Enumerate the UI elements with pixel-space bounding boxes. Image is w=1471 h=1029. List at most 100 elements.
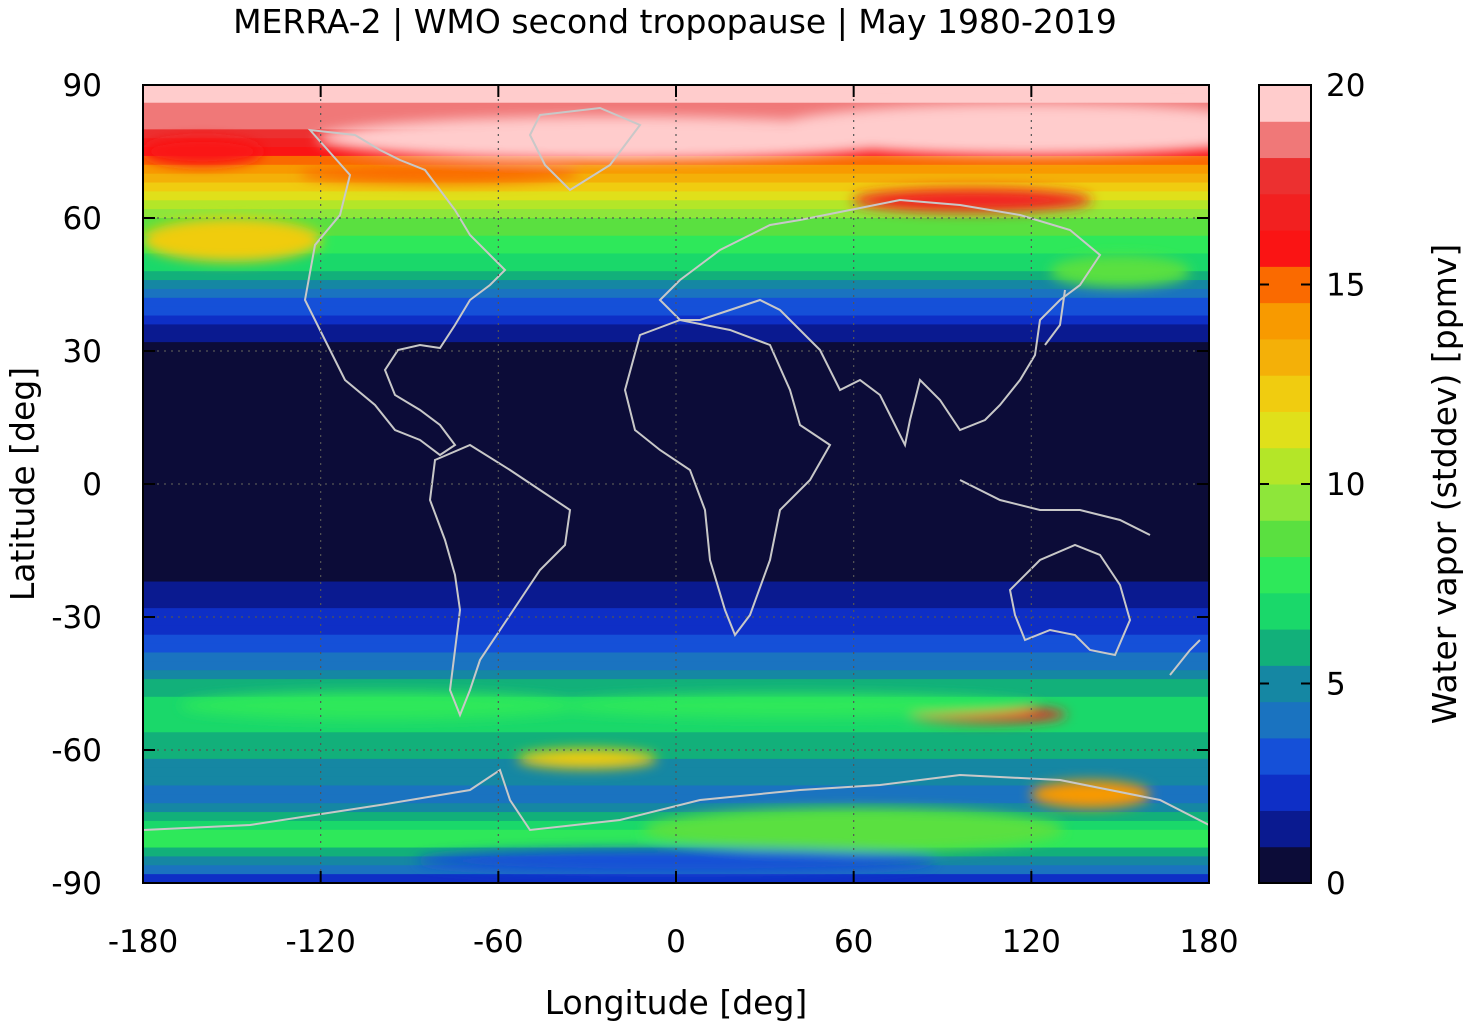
coastline-japan xyxy=(1044,289,1066,346)
zonal-band xyxy=(143,785,1209,795)
zonal-band xyxy=(143,155,1209,166)
zonal-band xyxy=(143,315,1209,325)
field-feature xyxy=(143,218,322,263)
field-feature xyxy=(316,116,917,161)
y-tick-label: 60 xyxy=(63,201,102,237)
coastline-south-america xyxy=(428,443,572,718)
zonal-band xyxy=(143,386,1209,396)
colorbar-swatch xyxy=(1259,121,1311,159)
field-feature xyxy=(517,748,658,769)
y-tick-label: 90 xyxy=(63,68,102,104)
colorbar-tick-label: 15 xyxy=(1326,268,1365,304)
colorbar-swatch xyxy=(1259,411,1311,449)
zonal-band xyxy=(143,457,1209,467)
zonal-band xyxy=(143,288,1209,299)
colorbar-swatch xyxy=(1259,520,1311,558)
x-tick-label: 60 xyxy=(834,924,873,960)
colorbar-swatch xyxy=(1259,701,1311,739)
coastline-new-zealand xyxy=(1169,639,1201,676)
zonal-band xyxy=(143,714,1209,724)
coastline-antarctica xyxy=(143,768,1209,832)
field-feature xyxy=(143,137,263,166)
zonal-band xyxy=(143,617,1209,627)
heatmap-field xyxy=(143,85,1209,883)
x-tick-label: -60 xyxy=(473,924,524,960)
zonal-band xyxy=(143,838,1209,849)
colorbar-swatch xyxy=(1259,85,1311,122)
colorbar-tick-label: 10 xyxy=(1326,467,1365,503)
zonal-band xyxy=(143,758,1209,769)
zonal-band xyxy=(143,546,1209,556)
zonal-band xyxy=(143,750,1209,760)
field-feature xyxy=(771,103,1209,156)
zonal-band xyxy=(143,554,1209,565)
coastline-australia xyxy=(1008,543,1132,657)
field-feature xyxy=(299,163,580,184)
zonal-band xyxy=(143,173,1209,184)
zonal-band xyxy=(143,421,1209,432)
colorbar-tick-label: 5 xyxy=(1326,667,1346,703)
x-tick-label: -180 xyxy=(108,924,178,960)
x-tick-label: 0 xyxy=(666,924,686,960)
coastline-greenland xyxy=(528,106,642,192)
colorbar-swatch xyxy=(1259,592,1311,630)
colorbar-swatch xyxy=(1259,157,1311,195)
colorbar-label: Water vapor (stddev) [ppmv] xyxy=(1425,244,1464,724)
field-feature xyxy=(643,807,1064,852)
zonal-band xyxy=(143,475,1209,485)
y-tick-label: -60 xyxy=(51,733,102,769)
zonal-band xyxy=(143,439,1209,450)
coastline-eurasia xyxy=(658,198,1102,449)
zonal-band xyxy=(143,93,1209,104)
y-tick-label: 30 xyxy=(63,334,102,370)
zonal-band xyxy=(143,572,1209,583)
y-axis-ticks: -90 -60 -30 0 30 60 90 xyxy=(51,68,1209,902)
x-tick-label: 180 xyxy=(1179,924,1238,960)
x-tick-label: -120 xyxy=(285,924,355,960)
colorbar-swatch xyxy=(1259,737,1311,775)
colorbar-swatch xyxy=(1259,230,1311,267)
zonal-band xyxy=(143,191,1209,201)
coastline-north-america xyxy=(303,128,507,457)
colorbar-swatch xyxy=(1259,193,1311,231)
colorbar-tick-label: 20 xyxy=(1326,68,1365,104)
field-feature xyxy=(416,848,936,873)
zonal-band xyxy=(143,218,1209,228)
chart-title: MERRA-2 | WMO second tropopause | May 19… xyxy=(233,2,1117,41)
zonal-band xyxy=(143,413,1209,423)
colorbar-swatch xyxy=(1259,447,1311,485)
zonal-band xyxy=(143,590,1209,600)
coastline-africa xyxy=(623,318,832,638)
zonal-band xyxy=(143,351,1209,361)
zonal-band xyxy=(143,741,1209,751)
x-axis-ticks: -180 -120 -60 0 60 120 180 xyxy=(108,85,1239,960)
zonal-band xyxy=(143,226,1209,237)
colorbar-tick-label: 0 xyxy=(1326,866,1346,902)
y-axis-label: Latitude [deg] xyxy=(3,367,42,601)
zonal-band xyxy=(143,608,1209,618)
colorbar-swatch xyxy=(1259,629,1311,666)
zonal-band xyxy=(143,652,1209,662)
field-feature xyxy=(1050,255,1191,288)
zonal-band xyxy=(143,723,1209,733)
field-feature xyxy=(1030,780,1151,809)
colorbar-swatch xyxy=(1259,556,1311,594)
colorbar-swatch xyxy=(1259,484,1311,521)
zonal-band xyxy=(143,776,1209,787)
y-tick-label: 0 xyxy=(82,467,102,503)
colorbar-swatch xyxy=(1259,810,1311,848)
grid-lines xyxy=(143,85,1209,883)
y-tick-label: -30 xyxy=(51,600,102,636)
zonal-band xyxy=(143,359,1209,370)
zonal-band xyxy=(143,244,1209,255)
x-tick-label: 120 xyxy=(1002,924,1061,960)
colorbar-swatch xyxy=(1259,375,1311,412)
coastlines xyxy=(143,106,1209,832)
zonal-band xyxy=(143,679,1209,689)
zonal-band xyxy=(143,812,1209,822)
zonal-band xyxy=(143,687,1209,698)
zonal-band xyxy=(143,209,1209,219)
zonal-band xyxy=(143,342,1209,352)
colorbar-ticks: 0 5 10 15 20 xyxy=(1259,68,1365,902)
